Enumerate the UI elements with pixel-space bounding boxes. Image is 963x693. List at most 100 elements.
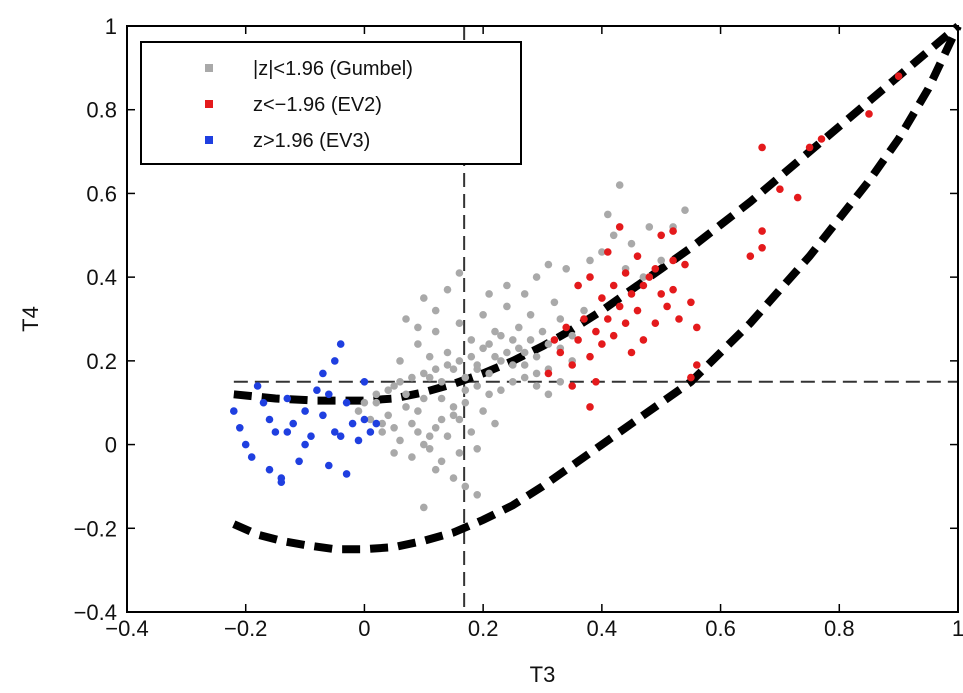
y-axis-label: T4 [18, 306, 43, 332]
legend-box [140, 41, 522, 165]
point-series-1 [414, 428, 422, 436]
point-series-1 [461, 482, 470, 491]
point-series-1 [538, 327, 547, 336]
point-series-3 [241, 440, 250, 449]
point-series-3 [265, 465, 274, 474]
point-series-1 [425, 352, 434, 361]
point-series-1 [473, 445, 482, 453]
point-series-1 [473, 361, 482, 369]
point-series-2 [568, 382, 576, 390]
point-series-1 [467, 352, 476, 361]
point-series-1 [526, 336, 535, 344]
point-series-2 [657, 290, 665, 298]
point-series-1 [443, 285, 452, 294]
point-series-1 [420, 394, 428, 403]
legend-label: |z|<1.96 (Gumbel) [253, 58, 413, 80]
point-series-1 [503, 281, 511, 290]
point-series-2 [693, 323, 701, 332]
point-series-2 [574, 336, 582, 344]
point-series-3 [289, 419, 298, 428]
point-series-3 [366, 428, 375, 436]
point-series-1 [360, 398, 369, 407]
point-series-1 [568, 331, 576, 340]
point-series-2 [580, 315, 588, 323]
point-series-1 [420, 294, 428, 302]
point-series-1 [532, 273, 541, 281]
point-series-2 [562, 323, 570, 332]
point-series-1 [449, 474, 458, 482]
point-series-1 [437, 394, 446, 403]
point-series-2 [805, 143, 814, 152]
point-series-3 [301, 407, 309, 415]
axes-box [126, 25, 959, 613]
point-series-1 [402, 315, 410, 323]
point-series-1 [378, 428, 387, 436]
point-series-3 [336, 340, 345, 348]
point-series-1 [615, 181, 624, 189]
point-series-1 [461, 386, 470, 395]
point-series-2 [621, 269, 630, 277]
point-series-1 [509, 378, 517, 386]
point-series-2 [609, 281, 618, 290]
point-series-1 [503, 348, 511, 357]
point-series-1 [455, 319, 464, 328]
point-series-1 [372, 390, 381, 399]
boundary-curves [232, 22, 962, 554]
point-series-2 [776, 185, 784, 193]
point-series-1 [532, 369, 541, 378]
point-series-1 [408, 453, 416, 461]
point-series-2 [865, 110, 873, 118]
point-series-3 [342, 470, 351, 478]
point-series-1 [479, 344, 487, 353]
point-series-2 [817, 135, 826, 143]
point-series-2 [746, 252, 755, 260]
point-series-1 [396, 436, 404, 445]
point-series-1 [390, 382, 398, 390]
point-series-1 [402, 403, 410, 411]
point-series-2 [574, 281, 582, 290]
point-series-1 [485, 369, 493, 378]
point-series-1 [396, 378, 404, 386]
point-series-2 [693, 361, 701, 369]
x-tick-label: 0.2 [468, 616, 499, 641]
point-series-2 [894, 72, 903, 80]
point-series-3 [325, 390, 333, 399]
point-series-1 [449, 365, 458, 374]
point-series-2 [639, 281, 648, 290]
point-series-1 [544, 390, 553, 399]
y-tick-label: 1 [105, 14, 117, 39]
point-series-1 [384, 386, 393, 395]
point-series-2 [687, 373, 695, 382]
point-series-1 [443, 348, 452, 357]
point-series-1 [520, 361, 529, 369]
point-series-3 [301, 440, 309, 449]
point-series-2 [675, 315, 683, 323]
point-series-3 [277, 478, 286, 487]
point-series-1 [497, 331, 505, 340]
point-series-1 [384, 411, 393, 420]
point-series-1 [544, 260, 553, 269]
point-series-3 [283, 394, 292, 403]
point-series-2 [651, 319, 660, 328]
point-series-2 [621, 319, 630, 328]
point-series-1 [408, 373, 416, 382]
point-series-1 [437, 378, 446, 386]
point-series-2 [687, 298, 695, 307]
point-series-1 [443, 432, 452, 441]
point-series-1 [497, 386, 505, 395]
point-series-3 [360, 415, 369, 424]
point-series-1 [491, 327, 499, 336]
point-series-3 [259, 398, 268, 407]
point-series-1 [485, 390, 493, 399]
point-series-1 [467, 336, 476, 344]
y-tick-label: 0 [105, 433, 117, 458]
point-series-2 [758, 143, 766, 152]
data-points [230, 72, 903, 512]
legend-label: z>1.96 (EV3) [253, 130, 370, 152]
legend-marker [205, 64, 213, 72]
point-series-1 [562, 265, 570, 273]
point-series-2 [615, 223, 624, 231]
y-tick-label: 0.4 [86, 265, 117, 290]
